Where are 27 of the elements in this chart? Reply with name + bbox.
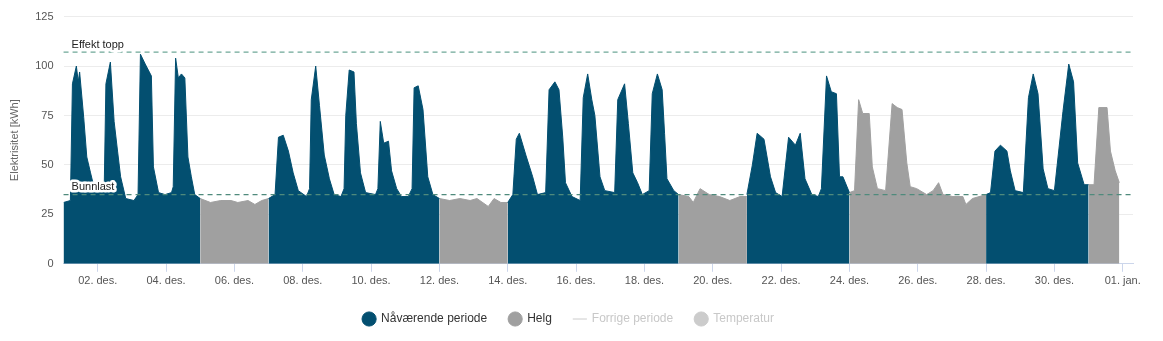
y-tick-label: 125 (35, 9, 54, 22)
legend-label: Nåværende periode (381, 311, 488, 326)
x-tick-label: 01. jan. (1104, 274, 1141, 287)
y-tick-label: 100 (35, 59, 54, 72)
y-tick-label: 25 (41, 207, 54, 220)
x-tick-label: 16. des. (556, 274, 596, 287)
x-tick-label: 04. des. (146, 274, 186, 287)
x-tick-label: 20. des. (693, 274, 733, 287)
x-tick-label: 02. des. (78, 274, 118, 287)
legend-label: Helg (527, 311, 552, 326)
x-tick-label: 10. des. (351, 274, 391, 287)
y-tick-label: 0 (47, 256, 54, 269)
x-tick-label: 08. des. (283, 274, 323, 287)
y-tick-label: 75 (41, 108, 54, 121)
x-tick-label: 28. des. (966, 274, 1006, 287)
x-tick-label: 24. des. (829, 274, 869, 287)
x-tick-label: 30. des. (1034, 274, 1074, 287)
ref-line-label: Effekt topp (71, 37, 124, 50)
ref-line-label: Bunnlast (71, 180, 115, 193)
x-tick-label: 12. des. (419, 274, 459, 287)
x-tick-label: 18. des. (624, 274, 664, 287)
y-axis-title: Elektrisitet [kWh] (7, 99, 20, 182)
x-tick-label: 06. des. (214, 274, 254, 287)
y-tick-label: 50 (41, 157, 54, 170)
x-tick-label: 14. des. (488, 274, 528, 287)
x-tick-label: 26. des. (898, 274, 938, 287)
x-tick-label: 22. des. (761, 274, 801, 287)
